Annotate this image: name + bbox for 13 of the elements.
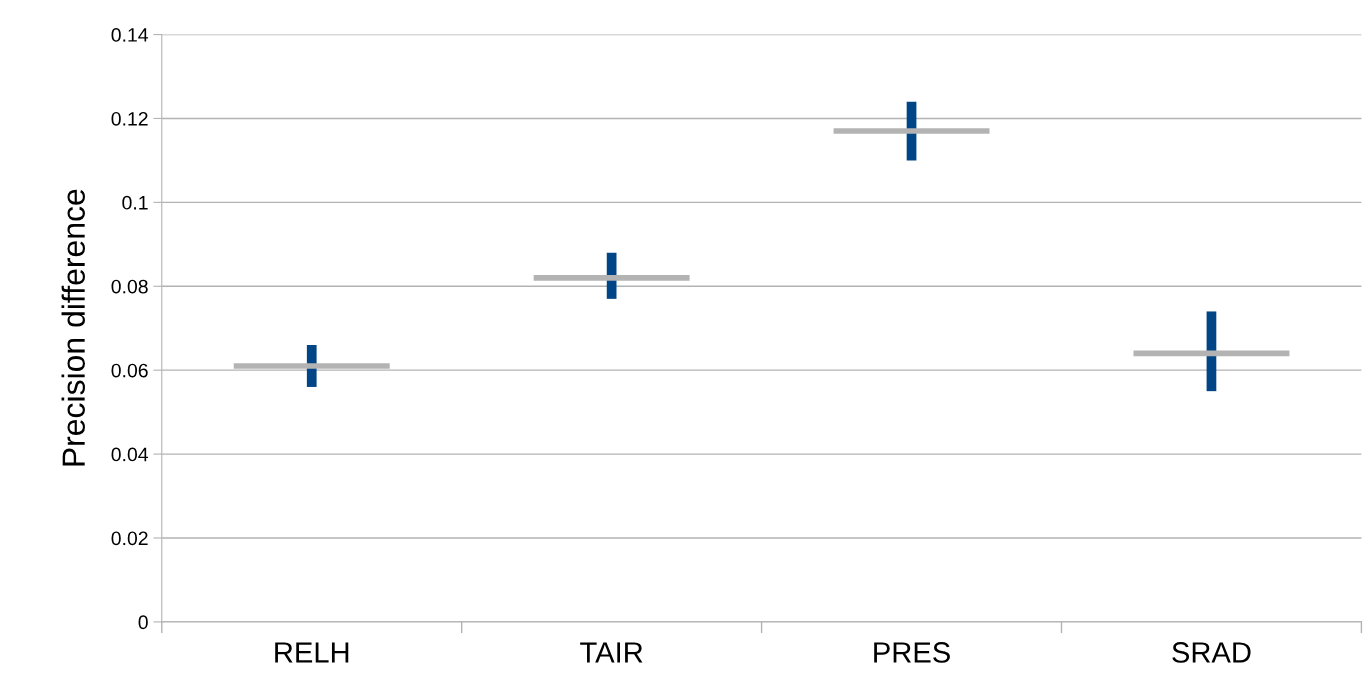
y-tick-label: 0 [138, 615, 148, 630]
y-tick-label: 0.02 [111, 531, 148, 546]
y-tick-label: 0.04 [111, 447, 149, 462]
x-tick-label: TAIR [580, 642, 643, 663]
x-tick-label: RELH [275, 642, 349, 663]
y-axis-title: Precision difference [61, 189, 85, 466]
x-tick-label: PRES [874, 642, 950, 663]
y-tick-label: 0.12 [111, 111, 148, 126]
y-tick-label: 0.06 [111, 363, 148, 378]
y-tick-label: 0.14 [111, 28, 149, 42]
y-tick-label: 0.08 [111, 279, 148, 294]
x-tick-label: SRAD [1172, 642, 1251, 663]
y-tick-label: 0.1 [122, 195, 148, 210]
